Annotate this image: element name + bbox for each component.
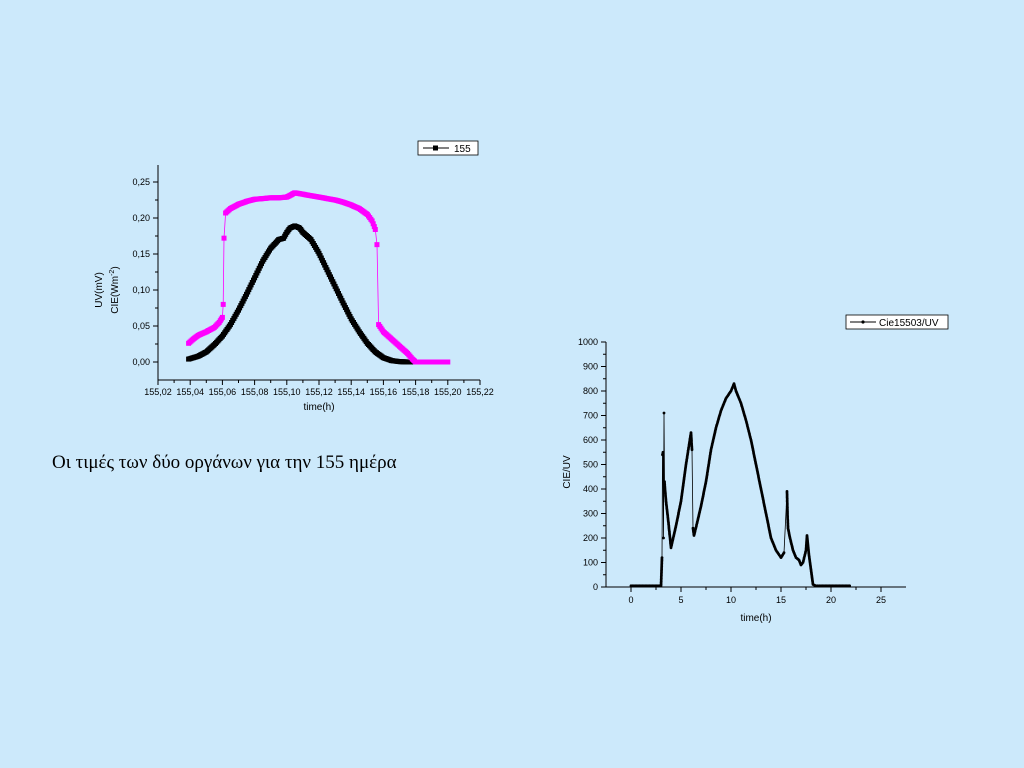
data-point [782,551,786,555]
x-tick-label: 20 [826,595,836,605]
x-tick-label: 155,08 [241,387,269,397]
data-point [660,556,664,559]
y-tick-label: 0 [593,582,598,592]
legend-box [845,314,949,330]
data-point [662,411,666,415]
x-tick-label: 5 [678,595,683,605]
x-tick-label: 155,04 [176,387,204,397]
legend-label: Cie15503/UV [879,318,939,329]
legend: Cie15503/UV [845,314,949,330]
y-axis-label: CIE/UV [562,455,573,489]
data-point [661,450,665,454]
legend: 155 [417,140,479,156]
y-tick-label: 0,25 [132,177,150,187]
data-point [371,224,377,230]
y-tick-label: 600 [583,435,598,445]
x-tick-label: 155,20 [434,387,462,397]
y-tick-label: 200 [583,533,598,543]
data-point [372,227,378,232]
x-tick-label: 155,16 [370,387,398,397]
data-point [662,536,665,540]
x-axis-label: time(h) [740,613,771,624]
y-tick-label: 0,00 [132,357,150,367]
y-tick-label: 500 [583,460,598,470]
x-tick-label: 155,14 [337,387,365,397]
y-tick-label: 0,05 [132,321,150,331]
y-axis-label-cie: CIE(Wm-2) [109,266,121,313]
data-point [220,301,226,307]
data-point [848,584,851,588]
y-tick-label: 900 [583,362,598,372]
data-point [219,314,225,320]
series-markers [629,382,851,588]
slide-caption: Οι τιμές των δύο οργάνων για την 155 ημέ… [52,452,397,473]
y-tick-label: 300 [583,509,598,519]
legend-marker [861,320,865,324]
data-point [369,218,375,224]
x-tick-label: 0 [628,595,633,605]
legend-label: 155 [454,144,471,155]
y-tick-label: 0,15 [132,249,150,259]
x-tick-label: 155,06 [209,387,237,397]
series-markers-0 [186,223,419,365]
x-tick-label: 155,02 [144,387,172,397]
data-point [374,242,380,248]
y-tick-label: 100 [583,558,598,568]
x-tick-label: 155,18 [402,387,430,397]
x-tick-label: 25 [876,595,886,605]
x-tick-label: 15 [776,595,786,605]
series-markers-1 [186,190,451,365]
data-point [445,359,451,365]
legend-marker [433,145,438,151]
data-point [370,221,376,227]
y-tick-label: 1000 [578,337,598,347]
y-axis-label-uv: UV(mV) [94,272,105,308]
data-point [690,448,694,452]
y-tick-label: 0,10 [132,285,150,295]
y-tick-label: 700 [583,411,598,421]
x-tick-label: 155,10 [273,387,301,397]
x-tick-label: 155,12 [305,387,333,397]
x-axis-label: time(h) [303,402,334,413]
y-tick-label: 0,20 [132,213,150,223]
y-tick-label: 800 [583,386,598,396]
data-point [221,235,227,241]
y-tick-label: 400 [583,484,598,494]
x-tick-label: 155,22 [466,387,494,397]
x-tick-label: 10 [726,595,736,605]
